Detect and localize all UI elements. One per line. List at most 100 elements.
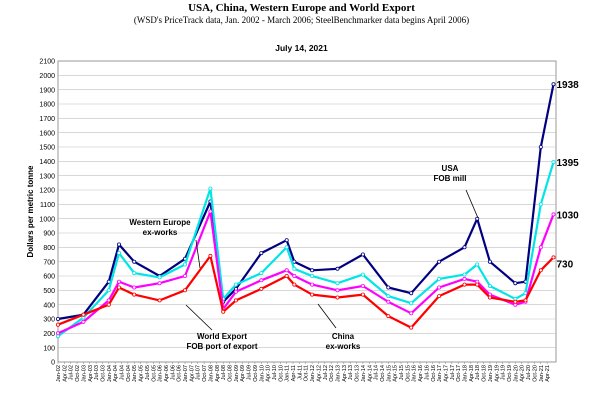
data-point: [551, 212, 556, 217]
y-tick-label: 1400: [39, 159, 55, 166]
data-point: [284, 245, 289, 250]
data-point: [157, 281, 162, 286]
data-point: [233, 282, 238, 287]
series-annotation: ex-works: [326, 342, 361, 351]
x-tick-label: Apr-19: [494, 365, 500, 382]
series-annotation: FOB mill: [434, 174, 467, 183]
y-tick-label: 1500: [39, 145, 55, 152]
data-point: [462, 272, 467, 277]
x-tick-label: Apr-15: [393, 365, 399, 382]
x-tick-label: Jul-19: [501, 365, 507, 380]
y-tick-label: 700: [43, 259, 55, 266]
data-point: [538, 245, 543, 250]
series-end-label: 1030: [556, 210, 579, 221]
x-tick-label: Oct-18: [482, 365, 488, 382]
x-tick-label: Jan-15: [386, 365, 392, 382]
x-tick-label: Jan-11: [285, 365, 291, 382]
data-point: [157, 298, 162, 303]
x-tick-label: Jan-16: [412, 365, 418, 382]
data-point: [513, 299, 518, 304]
y-tick-label: 1900: [39, 87, 55, 94]
x-tick-label: Jul-15: [399, 365, 405, 380]
series-annotation: China: [332, 332, 355, 341]
x-tick-label: Oct-02: [75, 365, 81, 382]
x-tick-label: Jul-04: [120, 365, 126, 380]
x-tick-label: Jul-17: [450, 365, 456, 380]
data-point: [462, 282, 467, 287]
data-point: [475, 282, 480, 287]
y-tick-label: 1000: [39, 216, 55, 223]
data-point: [157, 275, 162, 280]
data-point: [182, 262, 187, 267]
x-tick-label: Jul-05: [145, 365, 151, 380]
data-point: [106, 302, 111, 307]
data-point: [233, 289, 238, 294]
annotation-leader-line: [195, 239, 201, 269]
x-tick-label: Oct-20: [532, 365, 538, 382]
data-point: [106, 288, 111, 293]
series-line: [57, 254, 555, 329]
x-tick-label: Jul-10: [272, 365, 278, 380]
x-tick-label: Jul-11: [297, 365, 303, 380]
series-annotation: Western Europe: [129, 218, 191, 227]
series-end-label: 1938: [556, 80, 579, 91]
x-tick-label: Jul-03: [94, 365, 100, 380]
data-point: [462, 245, 467, 250]
x-tick-label: Jul-14: [374, 365, 380, 380]
data-point: [386, 285, 391, 290]
data-point: [208, 253, 213, 258]
x-tick-label: Oct-07: [202, 365, 208, 382]
data-point: [538, 202, 543, 207]
data-point: [81, 312, 86, 317]
data-point: [132, 271, 137, 276]
data-point: [259, 271, 264, 276]
data-point: [360, 272, 365, 277]
y-tick-label: 1200: [39, 188, 55, 195]
x-tick-label: Apr-02: [62, 365, 68, 382]
x-tick-label: Jul-16: [424, 365, 430, 380]
data-point: [292, 273, 297, 278]
data-point: [475, 216, 480, 221]
annotation-leader-line: [465, 189, 479, 219]
data-point: [513, 281, 518, 286]
data-point: [284, 273, 289, 278]
data-point: [117, 242, 122, 247]
data-point: [132, 292, 137, 297]
y-tick-label: 0: [51, 360, 55, 367]
data-point: [117, 279, 122, 284]
data-point: [132, 259, 137, 264]
data-point: [437, 276, 442, 281]
x-tick-label: Oct-08: [228, 365, 234, 382]
data-point: [182, 288, 187, 293]
data-point: [335, 281, 340, 286]
x-tick-label: Apr-14: [367, 365, 373, 382]
chart-date-label: July 14, 2021: [275, 43, 328, 53]
x-tick-label: Oct-11: [304, 365, 310, 381]
data-point: [409, 311, 414, 316]
data-point: [117, 251, 122, 256]
x-tick-label: Apr-16: [418, 365, 424, 382]
x-tick-label: Jan-17: [437, 365, 443, 382]
data-point: [523, 298, 528, 303]
x-tick-label: Jul-07: [196, 365, 202, 380]
series-end-label: 1395: [556, 158, 579, 169]
x-tick-label: Apr-20: [520, 365, 526, 382]
data-point: [221, 309, 226, 314]
data-point: [335, 266, 340, 271]
y-tick-label: 100: [43, 345, 55, 352]
chart-title: USA, China, Western Europe and World Exp…: [188, 2, 415, 14]
x-tick-label: Apr-04: [113, 365, 119, 382]
data-point: [409, 325, 414, 330]
y-tick-label: 400: [43, 302, 55, 309]
x-tick-label: Jan-03: [81, 365, 87, 382]
x-tick-label: Apr-18: [469, 365, 475, 382]
y-tick-label: 900: [43, 231, 55, 238]
x-tick-label: Apr-03: [88, 365, 94, 382]
series-annotation: ex-works: [143, 228, 178, 237]
data-point: [551, 160, 556, 165]
data-point: [437, 259, 442, 264]
data-point: [259, 286, 264, 291]
data-point: [310, 273, 315, 278]
x-tick-label: Apr-05: [139, 365, 145, 382]
y-tick-label: 300: [43, 317, 55, 324]
